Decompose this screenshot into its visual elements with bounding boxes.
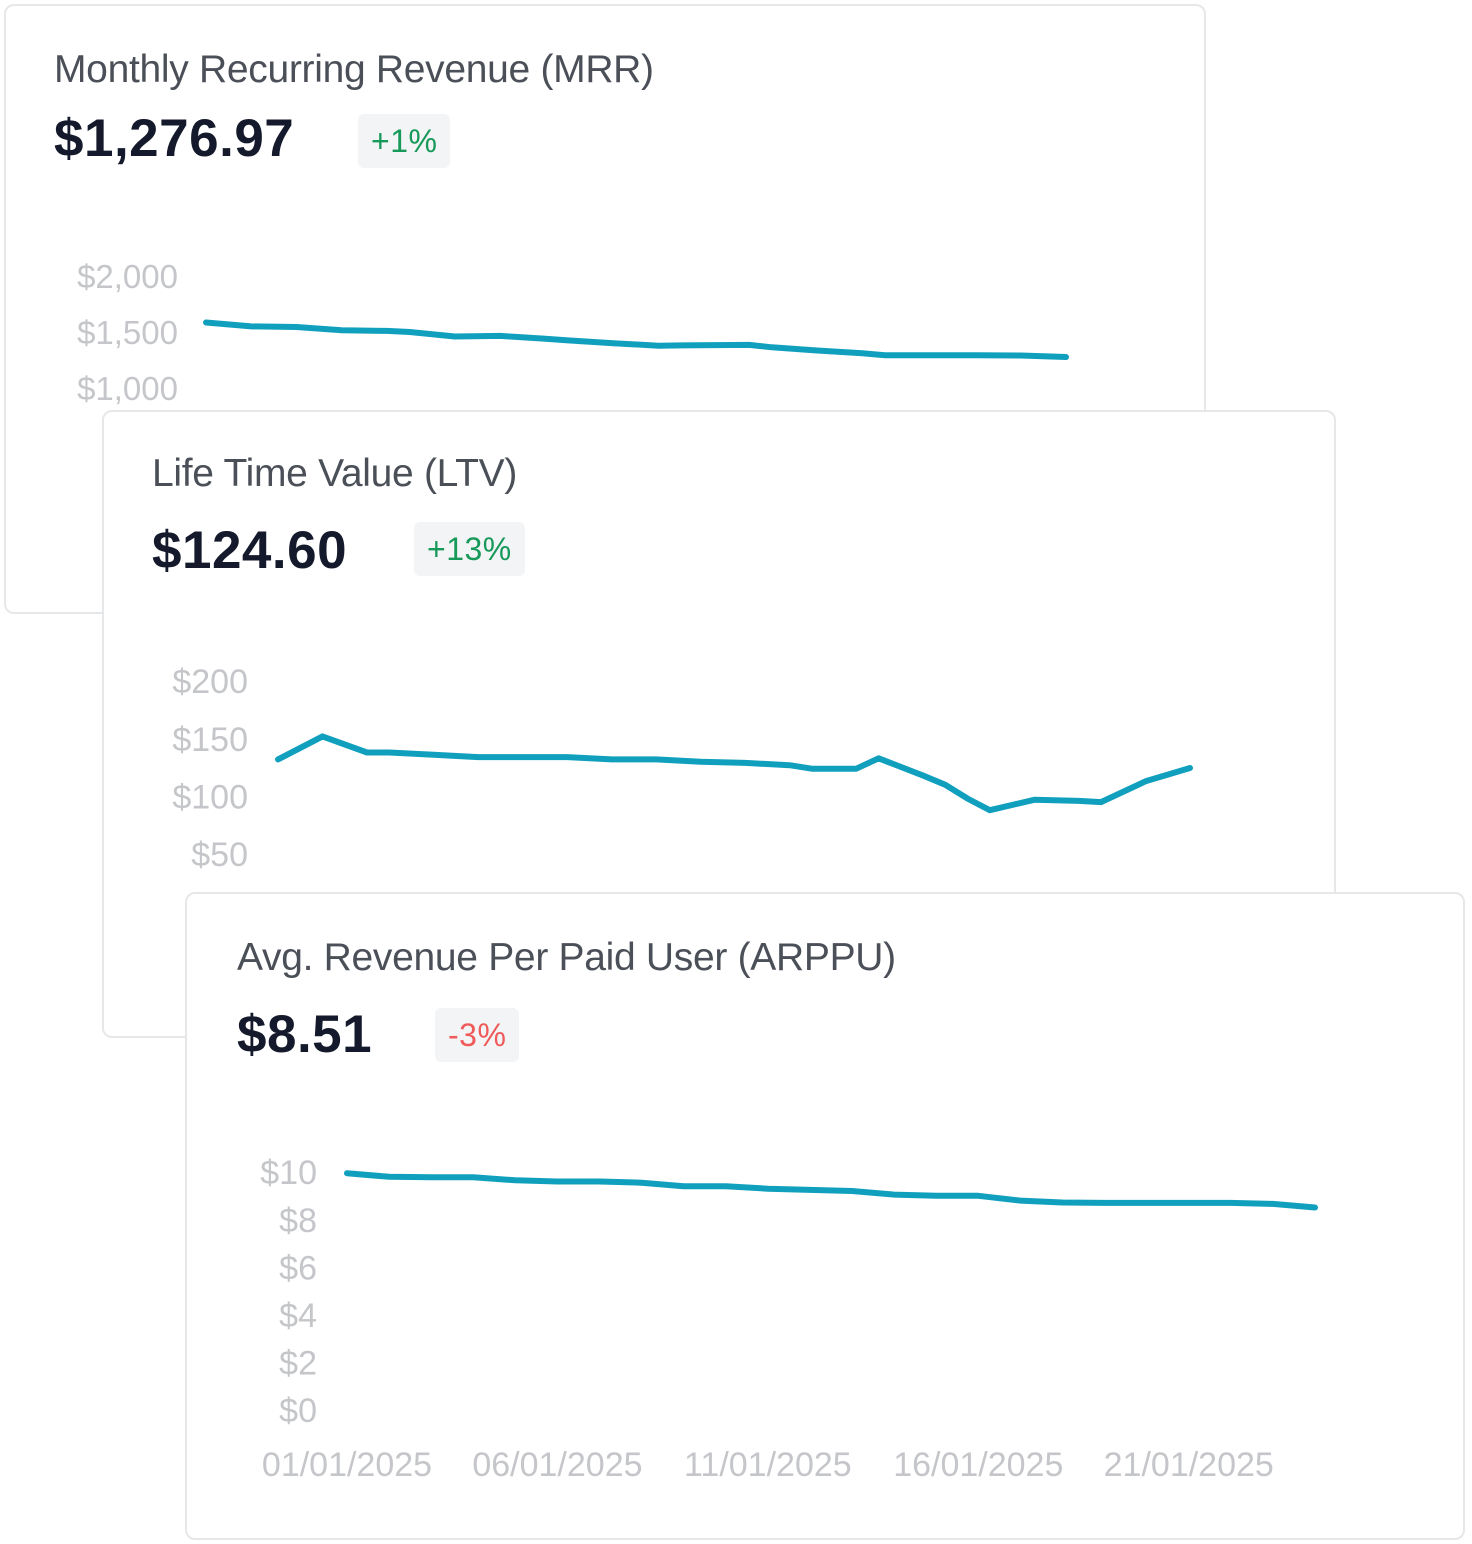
arppu-card-title: Avg. Revenue Per Paid User (ARPPU) bbox=[237, 936, 896, 979]
series-line bbox=[344, 1170, 1318, 1211]
y-tick-label: $6 bbox=[279, 1249, 317, 1287]
y-tick-label: $10 bbox=[260, 1154, 317, 1192]
mrr-change-badge: +1% bbox=[358, 114, 451, 168]
y-tick-label: $4 bbox=[279, 1297, 317, 1335]
y-tick-label: $100 bbox=[172, 779, 248, 817]
ltv-change-badge: +13% bbox=[414, 522, 525, 576]
series-line bbox=[203, 319, 1069, 360]
x-tick-label: 06/01/2025 bbox=[472, 1446, 642, 1484]
y-tick-label: $2,000 bbox=[77, 258, 178, 295]
y-tick-label: $8 bbox=[279, 1202, 317, 1240]
y-tick-label: $1,500 bbox=[77, 314, 178, 351]
x-tick-label: 01/01/2025 bbox=[262, 1446, 432, 1484]
x-tick-label: 16/01/2025 bbox=[893, 1446, 1063, 1484]
y-tick-label: $150 bbox=[172, 721, 248, 759]
ltv-value: $124.60 bbox=[152, 521, 348, 580]
ltv-chart: $200 $150 $100 $50 bbox=[172, 663, 1193, 874]
series-line bbox=[275, 733, 1193, 814]
y-tick-label: $50 bbox=[191, 836, 248, 874]
y-tick-label: $200 bbox=[172, 663, 248, 701]
y-tick-label: $1,000 bbox=[77, 370, 178, 407]
arppu-value: $8.51 bbox=[237, 1005, 373, 1064]
ltv-card-title: Life Time Value (LTV) bbox=[152, 452, 518, 495]
mrr-chart: $2,000 $1,500 $1,000 bbox=[77, 258, 1069, 407]
mrr-value: $1,276.97 bbox=[54, 109, 295, 168]
x-tick-label: 11/01/2025 bbox=[684, 1446, 852, 1484]
x-tick-label: 21/01/2025 bbox=[1104, 1446, 1274, 1484]
arppu-chart: $10 $8 $6 $4 $2 $0 01/01/2025 06/01/2025 11/01/2… bbox=[260, 1154, 1318, 1484]
y-tick-label: $0 bbox=[279, 1392, 317, 1430]
mrr-card-title: Monthly Recurring Revenue (MRR) bbox=[54, 48, 654, 91]
arppu-card: Avg. Revenue Per Paid User (ARPPU) $8.51… bbox=[185, 892, 1465, 1540]
y-tick-label: $2 bbox=[279, 1345, 317, 1383]
arppu-change-badge: -3% bbox=[435, 1008, 520, 1062]
